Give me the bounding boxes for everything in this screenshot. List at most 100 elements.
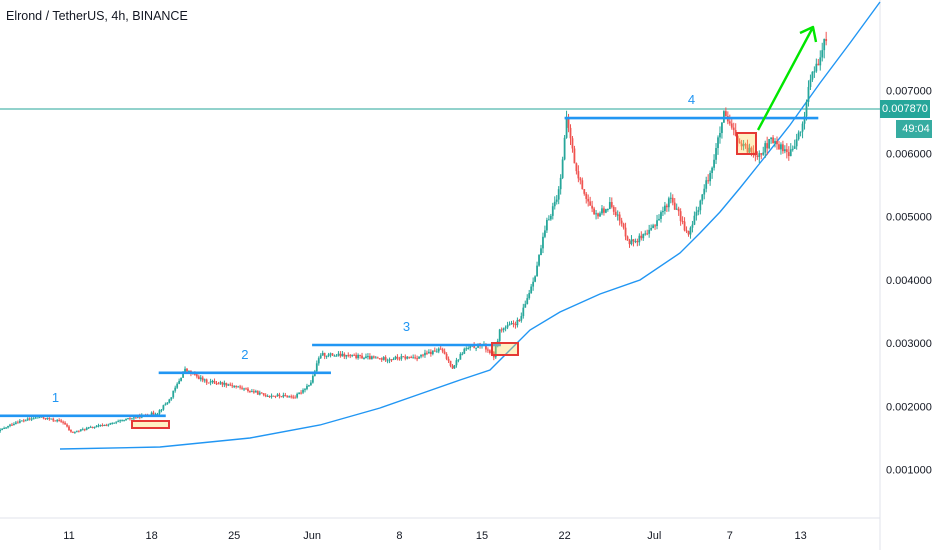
time-axis[interactable]: 11 18 25 Jun 8 15 22 Jul 7 13 [63,530,806,542]
last-price-label: 0.007870 [880,100,930,118]
candle-body [199,377,202,380]
candle-body [125,418,127,421]
candle-body [717,137,719,149]
candle-body [131,418,133,420]
candle-body [577,171,580,179]
candle-body [579,178,582,181]
candle-body [540,248,542,256]
candle-body [227,384,230,386]
candle-body [624,227,627,237]
candle-body [532,281,535,287]
candle-body [239,386,241,388]
candle-body [461,353,464,355]
candle-body [221,382,224,385]
candle-body [801,123,804,132]
candle-body [455,360,458,366]
candle-body [355,354,358,359]
candle-body [439,348,442,350]
candle-body [660,212,662,219]
candle-body [665,205,668,208]
candle-body [103,424,106,427]
candle-body [323,352,326,357]
candle-body [406,356,409,359]
candle-body [453,365,456,369]
candle-body [441,349,444,352]
price-tick-label: 0.007000 [886,85,932,97]
candle-body [734,130,737,136]
candle-body [746,144,749,153]
candle-body [217,383,220,385]
candle-body [530,286,533,294]
candle-body [54,420,57,422]
candle-body [341,353,344,357]
candle-body [209,381,212,383]
candle-body [115,421,118,423]
candle-body [697,210,700,212]
candle-body [252,391,255,393]
candle-body [376,357,379,359]
candle-body [616,214,619,216]
candle-body [534,276,536,282]
candle-body [83,429,86,431]
candle-body [38,417,41,419]
price-tick-label: 0.006000 [886,149,932,161]
candle-body [70,430,72,432]
candle-body [280,396,283,398]
candle-body [166,402,169,405]
candle-body [642,234,645,239]
candle-body [760,153,763,155]
candle-body [302,389,304,393]
candle-body [370,356,373,360]
candle-body [715,148,717,160]
candle-body [7,425,9,428]
candle-body [237,386,240,388]
candle-body [817,63,820,66]
candle-body [789,149,792,157]
candle-body [821,50,824,58]
candle-body [538,255,540,266]
candle-body [612,206,615,212]
candle-body [349,355,352,357]
candle-body [516,319,519,326]
candle-body [11,424,13,426]
candle-body [398,358,401,360]
candle-body [298,392,300,394]
candle-body [750,147,753,152]
candle-body [510,323,513,325]
candle-body [681,221,684,223]
candle-body [508,324,511,326]
candle-body [553,201,556,207]
candle-body [778,144,780,150]
candle-body [359,354,361,356]
candle-body [522,307,525,317]
candle-body [463,348,466,354]
candle-body [231,385,234,387]
candle-body [79,429,82,431]
time-tick-label: 15 [476,530,488,542]
candle-body [571,138,574,149]
candle-body [361,355,363,359]
candle-body [264,394,267,397]
candle-body [243,388,245,390]
candle-body [815,63,818,72]
candle-body [119,420,122,422]
candle-body [707,180,710,182]
candle-body [219,382,222,384]
candle-body [150,412,153,416]
resistance-label-1: 1 [52,390,59,405]
candle-body [785,149,788,153]
candle-body [662,211,664,213]
candle-body [475,347,477,349]
candle-body [748,147,751,153]
time-tick-label: 11 [63,530,74,542]
candle-body [62,421,64,423]
candle-body [774,141,776,144]
candle-body [182,372,184,378]
price-axis[interactable]: 0.001000 0.002000 0.003000 0.004000 0.005000… [886,0,932,477]
candle-body [738,141,741,144]
candle-body [44,418,47,420]
time-tick-label: Jun [303,530,321,542]
candle-body [36,417,39,419]
candle-body [311,375,314,383]
